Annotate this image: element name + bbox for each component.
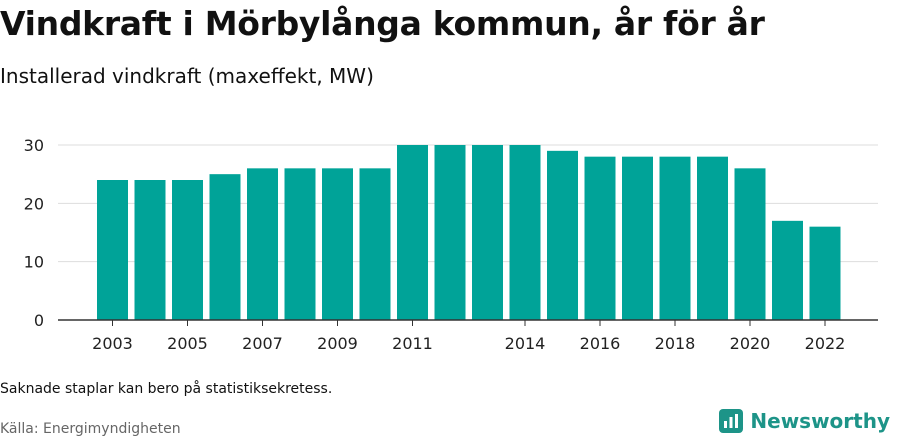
y-tick-label: 30 [24, 136, 44, 155]
bar-2021 [772, 220, 803, 320]
x-tick-label: 2007 [242, 334, 283, 353]
bar-2022 [809, 226, 841, 320]
bar-2003 [97, 180, 128, 320]
x-tick-label: 2022 [805, 334, 846, 353]
bar-2016 [584, 156, 616, 320]
brand-logo[interactable]: Newsworthy [718, 408, 890, 434]
chart-subtitle: Installerad vindkraft (maxeffekt, MW) [0, 64, 374, 88]
y-tick-label: 10 [24, 253, 44, 272]
x-tick-label: 2003 [92, 334, 133, 353]
source-text: Källa: Energimyndigheten [0, 421, 181, 437]
chart-title: Vindkraft i Mörbylånga kommun, år för år [0, 4, 765, 43]
x-tick-label: 2020 [730, 334, 771, 353]
bar-2011 [397, 145, 428, 320]
bar-2007 [247, 168, 278, 320]
bar-2009 [322, 168, 353, 320]
x-tick-label: 2005 [167, 334, 208, 353]
y-tick-label: 0 [34, 311, 44, 330]
x-tick-label: 2011 [392, 334, 433, 353]
bar-2019 [697, 156, 728, 320]
x-tick-label: 2009 [317, 334, 358, 353]
newsworthy-logo-icon [719, 409, 744, 433]
bar-2017 [622, 156, 653, 320]
brand-name: Newsworthy [750, 409, 890, 433]
bar-2008 [284, 168, 316, 320]
bar-2006 [209, 174, 241, 320]
chart-note: Saknade staplar kan bero på statistiksek… [0, 381, 333, 397]
x-tick-label: 2016 [580, 334, 621, 353]
y-tick-label: 20 [24, 194, 44, 213]
bar-2014 [509, 145, 541, 320]
bar-2013 [472, 145, 503, 320]
bar-2018 [659, 156, 691, 320]
bar-2012 [434, 145, 466, 320]
bar-2020 [734, 168, 766, 320]
bar-2010 [359, 168, 391, 320]
bar-2005 [172, 180, 203, 320]
bar-2015 [547, 150, 578, 320]
bar-2004 [134, 180, 166, 320]
x-tick-label: 2018 [655, 334, 696, 353]
x-tick-label: 2014 [505, 334, 546, 353]
bar-chart: 0 10 20 30 2003 2005 2007 2009 2011 2014 2016 2018… [24, 136, 878, 353]
